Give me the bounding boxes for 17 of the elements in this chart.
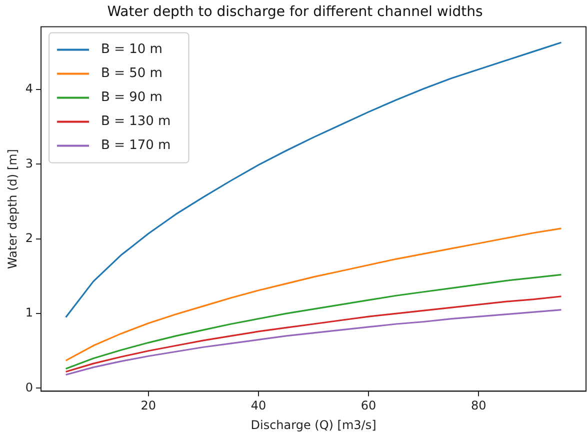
- y-tick-label: 0: [25, 380, 34, 394]
- x-tick-label: 20: [140, 398, 156, 413]
- legend-label: B = 90 m: [101, 90, 162, 106]
- y-tick-label: 2: [25, 230, 34, 245]
- x-tick-label: 60: [360, 398, 376, 413]
- y-tick-label: 4: [25, 82, 34, 96]
- y-tick-label: 1: [25, 306, 34, 320]
- x-axis-title: Discharge (Q) [m3/s]: [250, 418, 376, 432]
- legend-label: B = 50 m: [101, 66, 162, 82]
- legend-label: B = 170 m: [101, 138, 171, 154]
- x-tick-label: 80: [471, 398, 486, 413]
- legend-label: B = 10 m: [101, 42, 162, 58]
- y-axis-title: Water depth (d) [m]: [5, 149, 20, 269]
- legend-label: B = 130 m: [101, 114, 171, 130]
- x-tick-label: 40: [250, 398, 266, 413]
- y-tick-label: 3: [25, 156, 34, 170]
- chart-title: Water depth to discharge for different channel widths: [107, 4, 483, 20]
